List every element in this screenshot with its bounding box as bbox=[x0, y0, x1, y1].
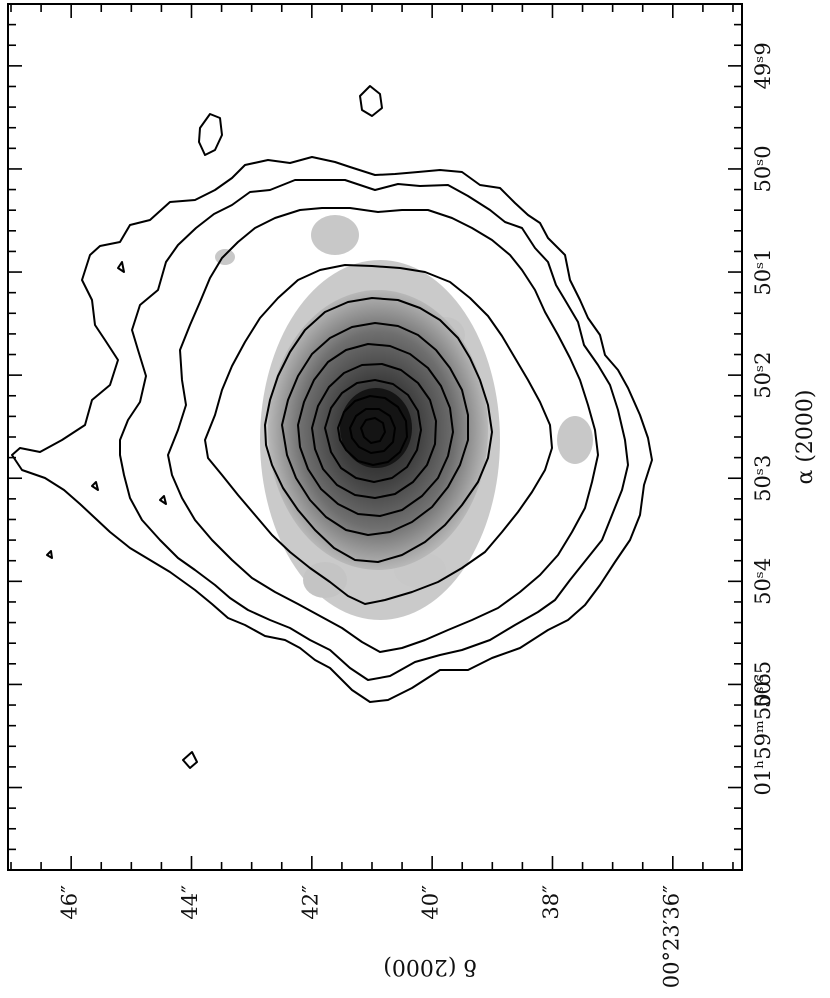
contour-island-5 bbox=[91, 481, 99, 491]
contour-outer-1 bbox=[11, 156, 653, 703]
contour-inner-4 bbox=[311, 363, 437, 499]
contour-mid-1 bbox=[204, 264, 553, 605]
delta-tick-label: 44″ bbox=[178, 885, 202, 920]
delta-tick-label: 38″ bbox=[539, 885, 563, 920]
delta-tick-label: 42″ bbox=[298, 885, 322, 920]
contour-island-7 bbox=[46, 550, 53, 559]
contour-outer-3 bbox=[167, 207, 599, 653]
delta-tick-labels: 00°23′36″ 38″ 40″ 42″ 44″ 46″ bbox=[58, 885, 684, 988]
alpha-tick-label: 50ˢ3 bbox=[751, 455, 775, 502]
delta-tick-label: 40″ bbox=[419, 885, 443, 920]
contour-inner-7 bbox=[349, 408, 396, 454]
delta-tick-label: 46″ bbox=[58, 885, 82, 920]
contour-island-1 bbox=[198, 113, 223, 156]
delta-axis-label: δ (2000) bbox=[383, 954, 476, 979]
delta-tick-label: 00°23′36″ bbox=[659, 885, 683, 988]
alpha-axis-label: α (2000) bbox=[793, 389, 818, 484]
contour-inner-6 bbox=[337, 395, 408, 466]
contour-island-6 bbox=[159, 495, 167, 505]
contour-island-4 bbox=[117, 261, 125, 273]
contour-inner-2 bbox=[281, 322, 469, 536]
contour-island-3 bbox=[182, 751, 198, 769]
contour-inner-1 bbox=[264, 297, 493, 563]
alpha-tick-label: 50ˢ0 bbox=[751, 145, 775, 192]
emission-peak bbox=[340, 388, 412, 468]
axis-ticks bbox=[8, 3, 742, 871]
contour-island-2 bbox=[359, 85, 383, 117]
contour-inner-5 bbox=[324, 379, 422, 483]
emission-blob-1 bbox=[311, 215, 359, 255]
alpha-tick-label: 50ˢ1 bbox=[751, 248, 775, 295]
emission-blob-3 bbox=[557, 416, 593, 464]
contour-inner-8 bbox=[360, 417, 386, 444]
alpha-tick-label: 49ˢ9 bbox=[751, 42, 775, 89]
alpha-tick-label: 50ˢ2 bbox=[751, 352, 775, 399]
alpha-tick-label: 50ˢ4 bbox=[751, 558, 775, 605]
contour-inner-3 bbox=[297, 343, 454, 517]
alpha-tick-label: 50ˢ5 bbox=[751, 661, 775, 708]
contour-outer-2 bbox=[119, 179, 629, 681]
emission-blob-2 bbox=[215, 249, 235, 265]
alpha-tick-label: 01ʰ59ᵐ50ˢ6 bbox=[751, 673, 775, 796]
